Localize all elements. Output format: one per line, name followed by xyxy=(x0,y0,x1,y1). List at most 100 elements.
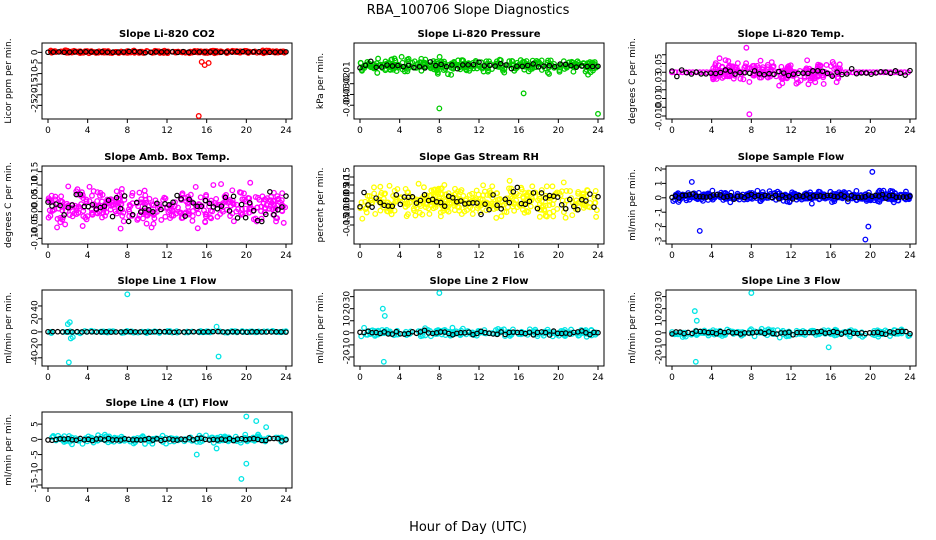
reference-point xyxy=(101,203,108,209)
x-tick-label: 12 xyxy=(161,251,172,261)
chart-panel-8: Slope Line 2 Flow ml/min per min. 0 4 8 12 16 2… xyxy=(316,276,605,383)
reference-point xyxy=(550,328,557,334)
reference-point xyxy=(502,196,509,202)
reference-point xyxy=(466,329,472,335)
data-point xyxy=(452,190,459,197)
reference-point xyxy=(369,204,375,210)
reference-point xyxy=(389,331,396,337)
data-point xyxy=(587,63,594,70)
x-tick-label: 12 xyxy=(785,373,796,383)
data-point xyxy=(101,49,108,56)
data-point xyxy=(563,187,570,194)
data-point xyxy=(523,193,530,200)
data-point xyxy=(233,208,240,215)
y-tick-label: -5 xyxy=(31,450,41,459)
data-point xyxy=(359,215,366,222)
y-tick-label: -1 xyxy=(655,208,665,217)
data-point xyxy=(536,213,543,220)
x-tick-label: 20 xyxy=(553,373,565,383)
data-point xyxy=(210,439,217,446)
reference-point xyxy=(154,200,160,207)
chart-panel-2: Slope Li-820 Pressure kPa per min. 0 4 8 12 16… xyxy=(316,29,605,136)
data-point xyxy=(526,326,533,333)
reference-point xyxy=(166,202,172,208)
data-point xyxy=(53,49,60,55)
data-point xyxy=(779,75,786,82)
data-point xyxy=(463,66,469,73)
reference-point xyxy=(45,49,51,56)
reference-point xyxy=(591,204,597,210)
x-tick-label: 8 xyxy=(124,373,130,383)
data-point xyxy=(203,191,210,198)
reference-point xyxy=(546,62,553,69)
data-point xyxy=(808,200,815,207)
data-point xyxy=(97,189,104,196)
data-point xyxy=(766,188,773,195)
data-point xyxy=(570,200,576,206)
data-point xyxy=(194,225,201,232)
data-point xyxy=(412,212,419,219)
data-point xyxy=(469,197,476,204)
data-point xyxy=(403,213,410,220)
reference-point xyxy=(882,69,889,75)
reference-point xyxy=(174,192,180,199)
data-point xyxy=(593,213,600,220)
reference-point xyxy=(498,206,504,212)
reference-point xyxy=(720,194,727,200)
data-point xyxy=(523,208,530,215)
data-point xyxy=(776,82,783,89)
panel-title: Slope Line 2 Flow xyxy=(430,276,529,287)
data-point xyxy=(129,189,136,196)
data-point xyxy=(542,202,549,209)
reference-point xyxy=(465,62,471,68)
x-tick-label: 20 xyxy=(241,126,253,136)
data-point xyxy=(560,179,567,186)
data-point xyxy=(501,208,508,215)
reference-point xyxy=(519,63,526,70)
data-point xyxy=(436,53,443,60)
reference-point xyxy=(57,202,63,209)
outlier-point xyxy=(748,290,755,296)
reference-point xyxy=(214,205,221,212)
data-point xyxy=(705,332,712,339)
reference-point xyxy=(746,70,753,77)
y-tick-label: -20 xyxy=(31,337,41,352)
data-point xyxy=(229,187,236,194)
reference-point xyxy=(575,206,581,213)
y-tick-label: -0.05 xyxy=(31,213,41,236)
data-point xyxy=(158,216,165,223)
data-point xyxy=(177,210,184,217)
y-tick-label: -10 xyxy=(343,337,353,352)
reference-point xyxy=(522,201,529,208)
x-tick-label: 4 xyxy=(709,126,715,136)
data-point xyxy=(239,196,246,203)
data-point xyxy=(426,211,433,217)
data-point xyxy=(262,197,269,204)
y-tick-label: 0.10 xyxy=(343,175,353,195)
data-point xyxy=(255,194,261,201)
data-point xyxy=(275,196,282,203)
data-point xyxy=(374,69,381,76)
x-tick-label: 24 xyxy=(904,373,916,383)
reference-point xyxy=(714,191,720,198)
reference-point xyxy=(357,203,363,210)
reference-point xyxy=(724,193,730,200)
reference-point xyxy=(903,328,909,335)
y-tick-label: 0.15 xyxy=(31,162,41,182)
data-point xyxy=(73,204,80,211)
x-tick-label: 16 xyxy=(825,373,837,383)
x-tick-label: 8 xyxy=(748,373,754,383)
reference-point xyxy=(772,192,779,198)
outlier-point xyxy=(201,62,208,69)
reference-point xyxy=(703,194,710,200)
data-point xyxy=(712,60,719,67)
reference-point xyxy=(893,194,900,201)
y-tick-label: 0 xyxy=(655,330,665,336)
data-point xyxy=(47,329,54,336)
reference-point xyxy=(470,61,477,68)
reference-point xyxy=(164,49,170,55)
reference-point xyxy=(863,70,870,76)
data-point xyxy=(58,193,65,200)
reference-point xyxy=(104,49,111,55)
data-point xyxy=(57,214,64,221)
